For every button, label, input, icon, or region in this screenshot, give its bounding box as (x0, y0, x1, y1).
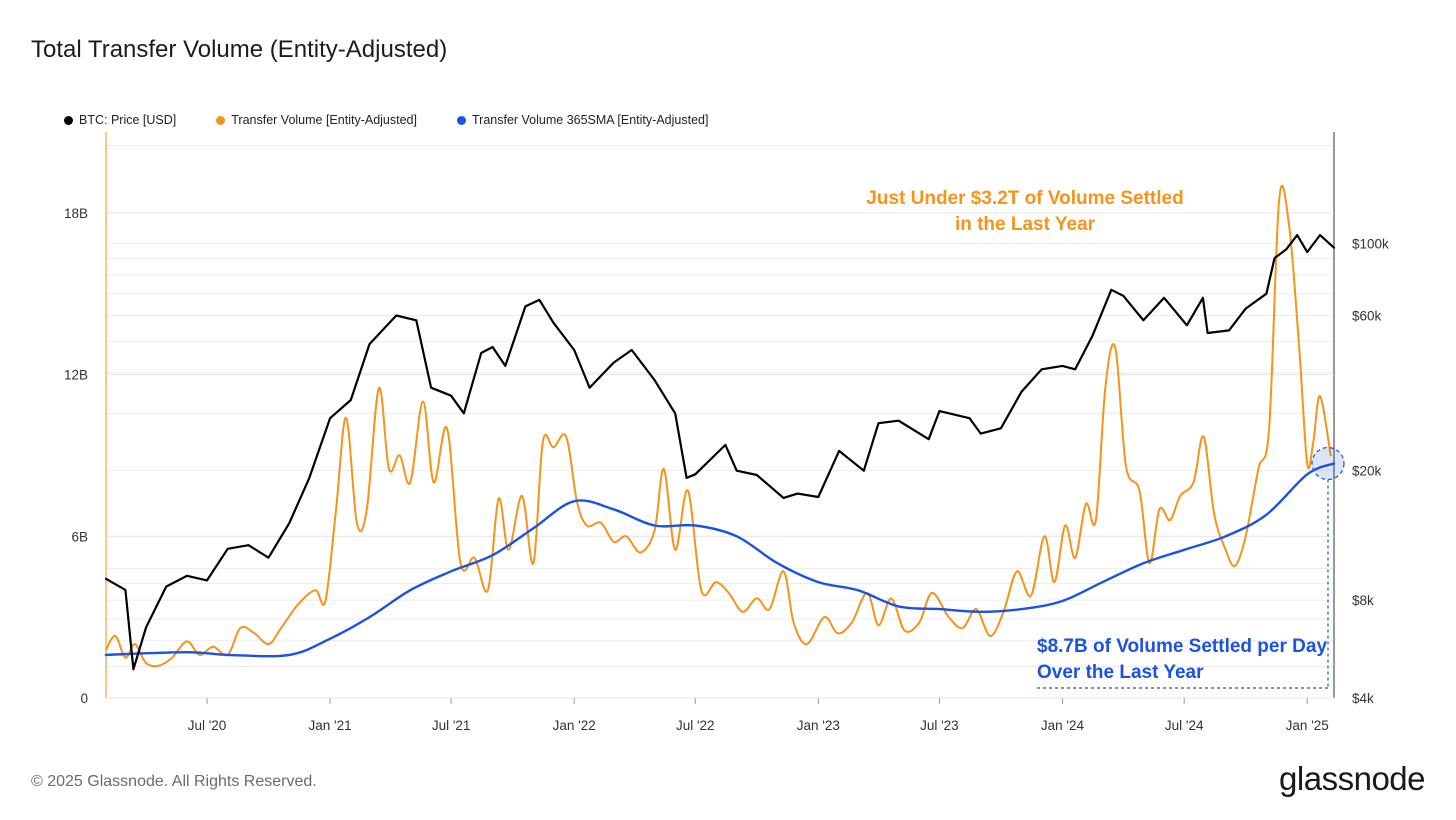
y-right-tick-label: $20k (1352, 464, 1382, 479)
legend-label-volume: Transfer Volume [Entity-Adjusted] (231, 113, 417, 127)
glassnode-logo[interactable]: glassnode (1279, 760, 1425, 797)
legend-dot-sma (456, 115, 466, 125)
y-right-tick-label: $4k (1352, 691, 1374, 706)
chart-title: Total Transfer Volume (Entity-Adjusted) (31, 36, 448, 63)
legend-label-price: BTC: Price [USD] (79, 113, 177, 127)
y-right-tick-label: $60k (1352, 309, 1382, 324)
annotation-yearly-volume: Just Under $3.2T of Volume Settled in th… (866, 188, 1184, 235)
x-tick-label: Jul '22 (676, 718, 715, 733)
x-tick-label: Jan '21 (309, 718, 352, 733)
y-right-tick-label: $100k (1352, 236, 1389, 251)
legend-dot-price (64, 115, 73, 125)
legend-item-sma[interactable]: Transfer Volume 365SMA [Entity-Adjusted] (456, 113, 709, 127)
legend-label-sma: Transfer Volume 365SMA [Entity-Adjusted] (471, 113, 709, 127)
y-right-tick-label: $8k (1352, 593, 1374, 608)
copyright-text: © 2025 Glassnode. All Rights Reserved. (31, 773, 317, 790)
legend-dot-volume (216, 115, 226, 125)
grid-lines (106, 144, 1334, 699)
x-tick-label: Jul '23 (920, 718, 959, 733)
x-tick-label: Jul '24 (1165, 718, 1204, 733)
x-tick-label: Jul '20 (188, 718, 227, 733)
volume-line (105, 184, 1332, 668)
annotation-daily-volume: $8.7B of Volume Settled per Day Over the… (1037, 636, 1328, 683)
y-left-tick-label: 6B (71, 529, 88, 544)
x-tick-label: Jan '25 (1286, 718, 1329, 733)
legend: BTC: Price [USD] Transfer Volume [Entity… (64, 113, 708, 127)
x-tick-label: Jan '23 (797, 718, 840, 733)
x-tick-label: Jul '21 (432, 718, 471, 733)
sma-highlight-circle (1311, 446, 1345, 481)
x-tick-label: Jan '22 (553, 718, 596, 733)
y-left-tick-label: 0 (80, 691, 88, 706)
x-tick-label: Jan '24 (1041, 718, 1085, 733)
legend-item-volume[interactable]: Transfer Volume [Entity-Adjusted] (216, 113, 417, 127)
price-line (104, 234, 1336, 671)
y-left-tick-label: 12B (64, 368, 88, 383)
legend-item-price[interactable]: BTC: Price [USD] (64, 113, 176, 127)
y-left-tick-label: 18B (64, 206, 88, 221)
sma-line (104, 462, 1336, 658)
